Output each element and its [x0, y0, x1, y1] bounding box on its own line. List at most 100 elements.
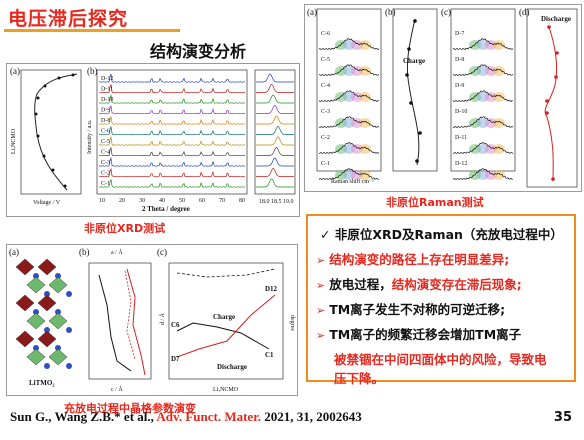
raman-panel-a: (a)	[307, 7, 317, 17]
atom	[55, 273, 61, 279]
atom	[55, 309, 61, 315]
octahedron	[15, 294, 35, 312]
lattice-caption: 充放电过程中晶格参数演变	[64, 402, 196, 415]
point-c1: C1	[265, 351, 274, 359]
xrd-sample-label: D-12	[101, 76, 113, 82]
atom	[33, 345, 39, 351]
xrd-sample-label: C-5	[101, 139, 110, 145]
a-axis-label: a / Å	[111, 248, 123, 256]
lattice-panel-a: (a)	[9, 247, 19, 257]
octahedron	[48, 348, 68, 366]
atom	[55, 345, 61, 351]
xrd-trace	[98, 84, 246, 94]
xrd-sample-label: C-6	[101, 129, 110, 135]
xrd-sample-label: D-10	[101, 97, 113, 103]
arrow-icon: ➢	[316, 329, 326, 342]
raman-sample-label: D-11	[455, 135, 467, 141]
xrd-y-label: Intensity / a.u.	[87, 119, 93, 154]
xrd-x-tick: 30	[139, 198, 145, 204]
xrd-sample-label: C-3	[101, 160, 110, 166]
summary-continuation-2: 压下降。	[334, 371, 385, 386]
xrd-x-ticks: 10 20 30 40 50 60 70 80	[99, 198, 245, 204]
xrd-zoom-trace	[256, 178, 294, 188]
check-mark: ✓	[320, 227, 331, 242]
xrd-traces	[98, 73, 246, 188]
point-c6: C6	[171, 321, 180, 329]
raman-fit-band	[359, 170, 371, 180]
xrd-zoom-trace	[256, 73, 294, 83]
xrd-sample-label: D-8	[101, 118, 110, 124]
summary-heading-text: 非原位XRD及Raman（充放电过程中）	[334, 227, 563, 242]
raman-trace	[318, 116, 380, 129]
raman-fit-band	[493, 40, 505, 50]
raman-fit-band	[359, 144, 371, 154]
atom	[33, 273, 39, 279]
svg-text:LiₓNCMO: LiₓNCMO	[11, 128, 17, 154]
xrd-x-label: 2 Theta / degree	[142, 205, 190, 213]
material-label: LiTMO₂	[29, 379, 54, 387]
atom	[44, 291, 50, 297]
xrd-trace	[98, 167, 246, 178]
raman-trace	[452, 90, 514, 102]
xrd-voltage-label: Voltage / V	[33, 200, 61, 206]
raman-trace	[452, 168, 514, 181]
raman-panel-b: (b)	[385, 7, 396, 17]
summary-bullet-3: ➢ TM离子发生不对称的可逆迁移;	[316, 302, 506, 317]
raman-fit-band	[493, 144, 505, 154]
raman-sample-label: D-8	[455, 57, 464, 63]
xrd-x-tick: 50	[179, 198, 185, 204]
lattice-x-label: LiₓNCMO	[213, 387, 239, 393]
raman-trace	[318, 90, 380, 102]
xrd-zoom-trace	[256, 126, 294, 135]
raman-trace	[452, 116, 514, 129]
xrd-caption: 非原位XRD测试	[84, 222, 166, 235]
crystal-structure	[15, 258, 72, 369]
raman-trace	[452, 64, 514, 77]
arrow-icon: ➢	[316, 254, 326, 267]
xrd-zoom-trace	[256, 115, 294, 125]
summary-bullet-2: ➢ 放电过程，结构演变存在滞后现象;	[316, 277, 522, 292]
octahedron	[37, 258, 57, 276]
lattice-panel-b: (b)	[79, 247, 90, 257]
xrd-panel-b-label: (b)	[87, 66, 98, 76]
raman-trace	[318, 168, 380, 181]
raman-trace	[318, 64, 380, 77]
lattice-right-label: degree	[289, 315, 295, 331]
point-d7: D7	[171, 355, 180, 363]
raman-figure: (a) C-6 C-5 C-4 C-3 C-2 C-1 (b) Charge (c) D-…	[304, 4, 582, 192]
xrd-zoom-trace	[256, 147, 294, 156]
xrd-figure: (a) LiₓNCMO Voltage / V (b) D-12 D-11 D-10…	[6, 63, 300, 217]
xrd-x-tick: 70	[219, 198, 225, 204]
xrd-x-tick: 10	[99, 198, 105, 204]
citation-journal: Adv. Funct. Mater.	[156, 409, 262, 424]
octahedron	[15, 258, 35, 276]
raman-discharge-label: Discharge	[541, 15, 571, 23]
raman-sample-label: C-3	[321, 109, 330, 115]
xrd-x-tick: 60	[199, 198, 205, 204]
octahedron	[26, 348, 46, 366]
raman-trace	[318, 141, 380, 154]
raman-x-label: Raman shift cm⁻¹	[331, 178, 374, 185]
xrd-zoom-trace	[256, 168, 294, 177]
xrd-zoom-trace	[256, 94, 294, 104]
raman-fit-band	[493, 92, 505, 102]
slide-title: 电压滞后探究	[8, 8, 129, 30]
summary-heading: ✓ 非原位XRD及Raman（充放电过程中）	[320, 224, 563, 243]
raman-sample-label: C-5	[321, 57, 330, 63]
xrd-zoom-trace	[256, 136, 294, 146]
citation-details: 2021, 31, 2002643	[261, 409, 362, 424]
raman-sample-label: C-4	[321, 83, 330, 89]
section-subtitle: 结构演变分析	[150, 42, 247, 61]
lattice-figure: (a) LiTMO₂ (b) a / Å c / Å (c) Charge Di…	[6, 244, 298, 396]
raman-spectra-c: D-7 D-8 D-9 D-10 D-11 D-12	[452, 31, 514, 181]
atom	[44, 327, 50, 333]
octahedron	[48, 312, 68, 330]
atom	[33, 309, 39, 315]
lattice-panel-c: (c)	[157, 247, 167, 257]
xrd-zoom-trace	[256, 157, 294, 167]
xrd-trace	[98, 156, 246, 167]
xrd-trace	[99, 147, 246, 157]
xrd-trace	[98, 116, 246, 125]
raman-sample-label: C-2	[321, 135, 330, 141]
atom	[66, 291, 72, 297]
